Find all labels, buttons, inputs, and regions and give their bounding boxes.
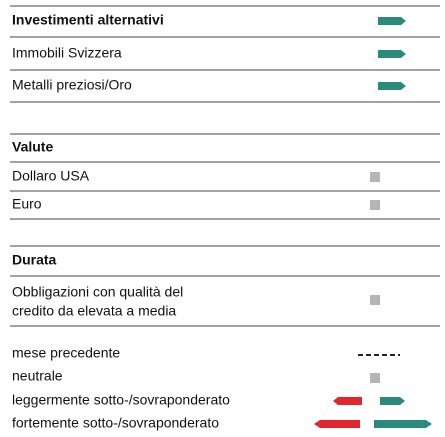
legend-square bbox=[370, 373, 380, 383]
row-label: Dollaro USA bbox=[12, 168, 90, 184]
legend-arrow-strong-under bbox=[314, 420, 360, 428]
row-label: Euro bbox=[12, 196, 42, 212]
arrow-overweight bbox=[378, 82, 406, 90]
legend-label: neutrale bbox=[12, 368, 63, 384]
row-label: Immobili Svizzera bbox=[12, 45, 122, 61]
neutral-square bbox=[370, 295, 380, 305]
row-label: credito da elevata a media bbox=[12, 303, 176, 319]
neutral-square bbox=[370, 200, 380, 210]
arrow-overweight bbox=[378, 50, 406, 58]
row-label: Obbligazioni con qualità del bbox=[12, 284, 183, 300]
legend-label: fortemente sotto-/sovraponderato bbox=[12, 415, 219, 431]
neutral-square bbox=[370, 172, 380, 182]
legend-arrow-light-over bbox=[380, 397, 405, 405]
arrow-overweight bbox=[378, 17, 406, 25]
row-label: Metalli preziosi/Oro bbox=[12, 77, 132, 93]
legend-label: mese precedente bbox=[12, 345, 120, 361]
section-title: Valute bbox=[12, 139, 53, 155]
legend-arrow-strong-over bbox=[374, 420, 432, 428]
section-title: Durata bbox=[12, 252, 57, 268]
legend-arrow-light-under bbox=[333, 397, 362, 405]
legend-label: leggermente sotto-/sovraponderato bbox=[12, 392, 230, 408]
section-title: Investimenti alternativi bbox=[12, 12, 164, 28]
